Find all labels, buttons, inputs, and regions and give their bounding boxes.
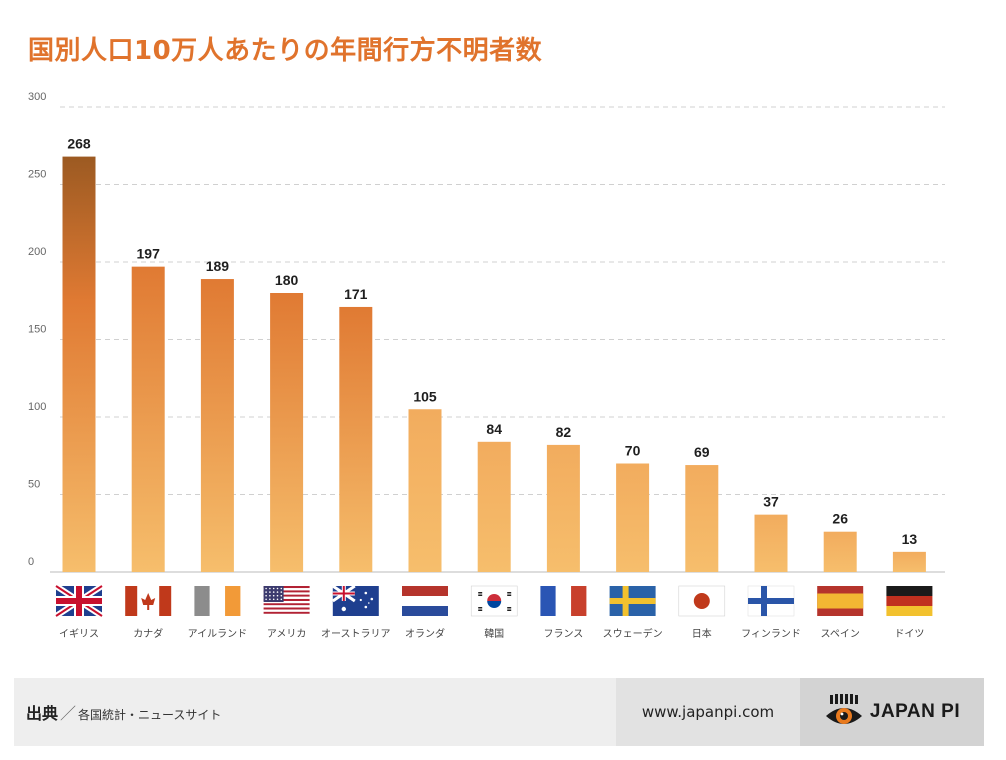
bar bbox=[131, 266, 165, 572]
usa-flag-icon bbox=[263, 586, 310, 616]
bar bbox=[892, 551, 926, 572]
x-tick-label: 韓国 bbox=[484, 628, 504, 640]
bar-value-label: 26 bbox=[832, 511, 848, 527]
y-tick-label: 0 bbox=[28, 556, 34, 568]
x-tick-label: フィンランド bbox=[741, 628, 801, 640]
bar bbox=[546, 444, 580, 572]
bar-value-label: 189 bbox=[206, 258, 230, 274]
x-tick-label: オランダ bbox=[405, 627, 445, 640]
brand-logo[interactable]: JAPAN PI bbox=[800, 678, 984, 746]
page-title: 国別人口10万人あたりの年間行方不明者数 bbox=[28, 36, 543, 66]
bar bbox=[270, 293, 304, 572]
netherlands-flag-icon bbox=[402, 586, 448, 616]
x-tick-label: アイルランド bbox=[188, 628, 248, 640]
sweden-flag-icon bbox=[609, 586, 656, 616]
korea-flag-icon bbox=[470, 585, 518, 617]
x-tick-label: カナダ bbox=[133, 627, 163, 640]
x-tick-label: スウェーデン bbox=[603, 627, 663, 640]
uk-flag-icon bbox=[54, 583, 104, 619]
bar bbox=[477, 441, 511, 572]
y-tick-label: 250 bbox=[28, 169, 46, 181]
y-tick-label: 150 bbox=[28, 324, 46, 336]
bar-value-label: 180 bbox=[275, 272, 299, 288]
australia-flag-icon bbox=[331, 584, 379, 616]
bar bbox=[62, 156, 96, 572]
bar-value-label: 197 bbox=[137, 246, 161, 262]
spain-flag-icon bbox=[817, 586, 864, 616]
bar-value-label: 13 bbox=[902, 531, 918, 547]
y-tick-label: 50 bbox=[28, 479, 40, 491]
x-tick-label: 日本 bbox=[692, 627, 712, 640]
x-tick-label: スペイン bbox=[821, 629, 860, 640]
x-tick-label: アメリカ bbox=[267, 628, 307, 640]
bars: 268 イギリス 197 カナダ 189 アイルランド 180 アメリカ 171 オーストラリア 1… bbox=[59, 136, 926, 640]
y-tick-label: 300 bbox=[28, 91, 46, 103]
gridlines: 0 50 100 150 200 250 300 bbox=[28, 91, 945, 573]
bar bbox=[823, 531, 857, 572]
source-slash: ／ bbox=[60, 704, 77, 723]
bar bbox=[408, 409, 442, 572]
website-url[interactable]: www.japanpi.com bbox=[616, 678, 800, 746]
japan-flag-icon bbox=[678, 585, 726, 617]
bar-value-label: 69 bbox=[694, 444, 710, 460]
bar bbox=[685, 465, 719, 572]
bar-chart: 0 50 100 150 200 250 300 268 イギリス 197 カナダ 189 アイルラン… bbox=[28, 91, 945, 640]
finland-flag-icon bbox=[747, 585, 795, 617]
france-flag-icon bbox=[540, 586, 587, 616]
eye-logo-icon bbox=[825, 694, 862, 724]
x-tick-label: イギリス bbox=[59, 628, 99, 640]
y-tick-label: 200 bbox=[28, 246, 46, 258]
bar-value-label: 84 bbox=[486, 421, 502, 437]
source-text: 各国統計・ニュースサイト bbox=[78, 708, 222, 722]
canada-flag-icon bbox=[125, 586, 172, 616]
source-label: 出典 bbox=[26, 704, 59, 723]
bar-value-label: 82 bbox=[556, 424, 572, 440]
bar-value-label: 105 bbox=[413, 388, 437, 404]
bar bbox=[339, 306, 373, 572]
x-tick-label: オーストラリア bbox=[321, 628, 391, 640]
x-tick-label: ドイツ bbox=[894, 629, 924, 640]
bar-value-label: 268 bbox=[67, 136, 91, 152]
bar-value-label: 171 bbox=[344, 286, 368, 302]
bar bbox=[616, 463, 650, 572]
footer: 出典 ／ 各国統計・ニュースサイト www.japanpi.com JAPAN … bbox=[14, 678, 984, 746]
flags bbox=[54, 583, 933, 619]
ireland-flag-icon bbox=[194, 586, 241, 616]
source-credit: 出典 ／ 各国統計・ニュースサイト bbox=[14, 700, 616, 724]
bar-value-label: 37 bbox=[763, 494, 779, 510]
germany-flag-icon bbox=[886, 586, 933, 616]
x-tick-label: フランス bbox=[543, 628, 583, 640]
bar-value-label: 70 bbox=[625, 443, 641, 459]
bar bbox=[200, 279, 234, 572]
bar bbox=[754, 514, 788, 572]
y-tick-label: 100 bbox=[28, 401, 46, 413]
logo-text: JAPAN PI bbox=[869, 701, 961, 722]
